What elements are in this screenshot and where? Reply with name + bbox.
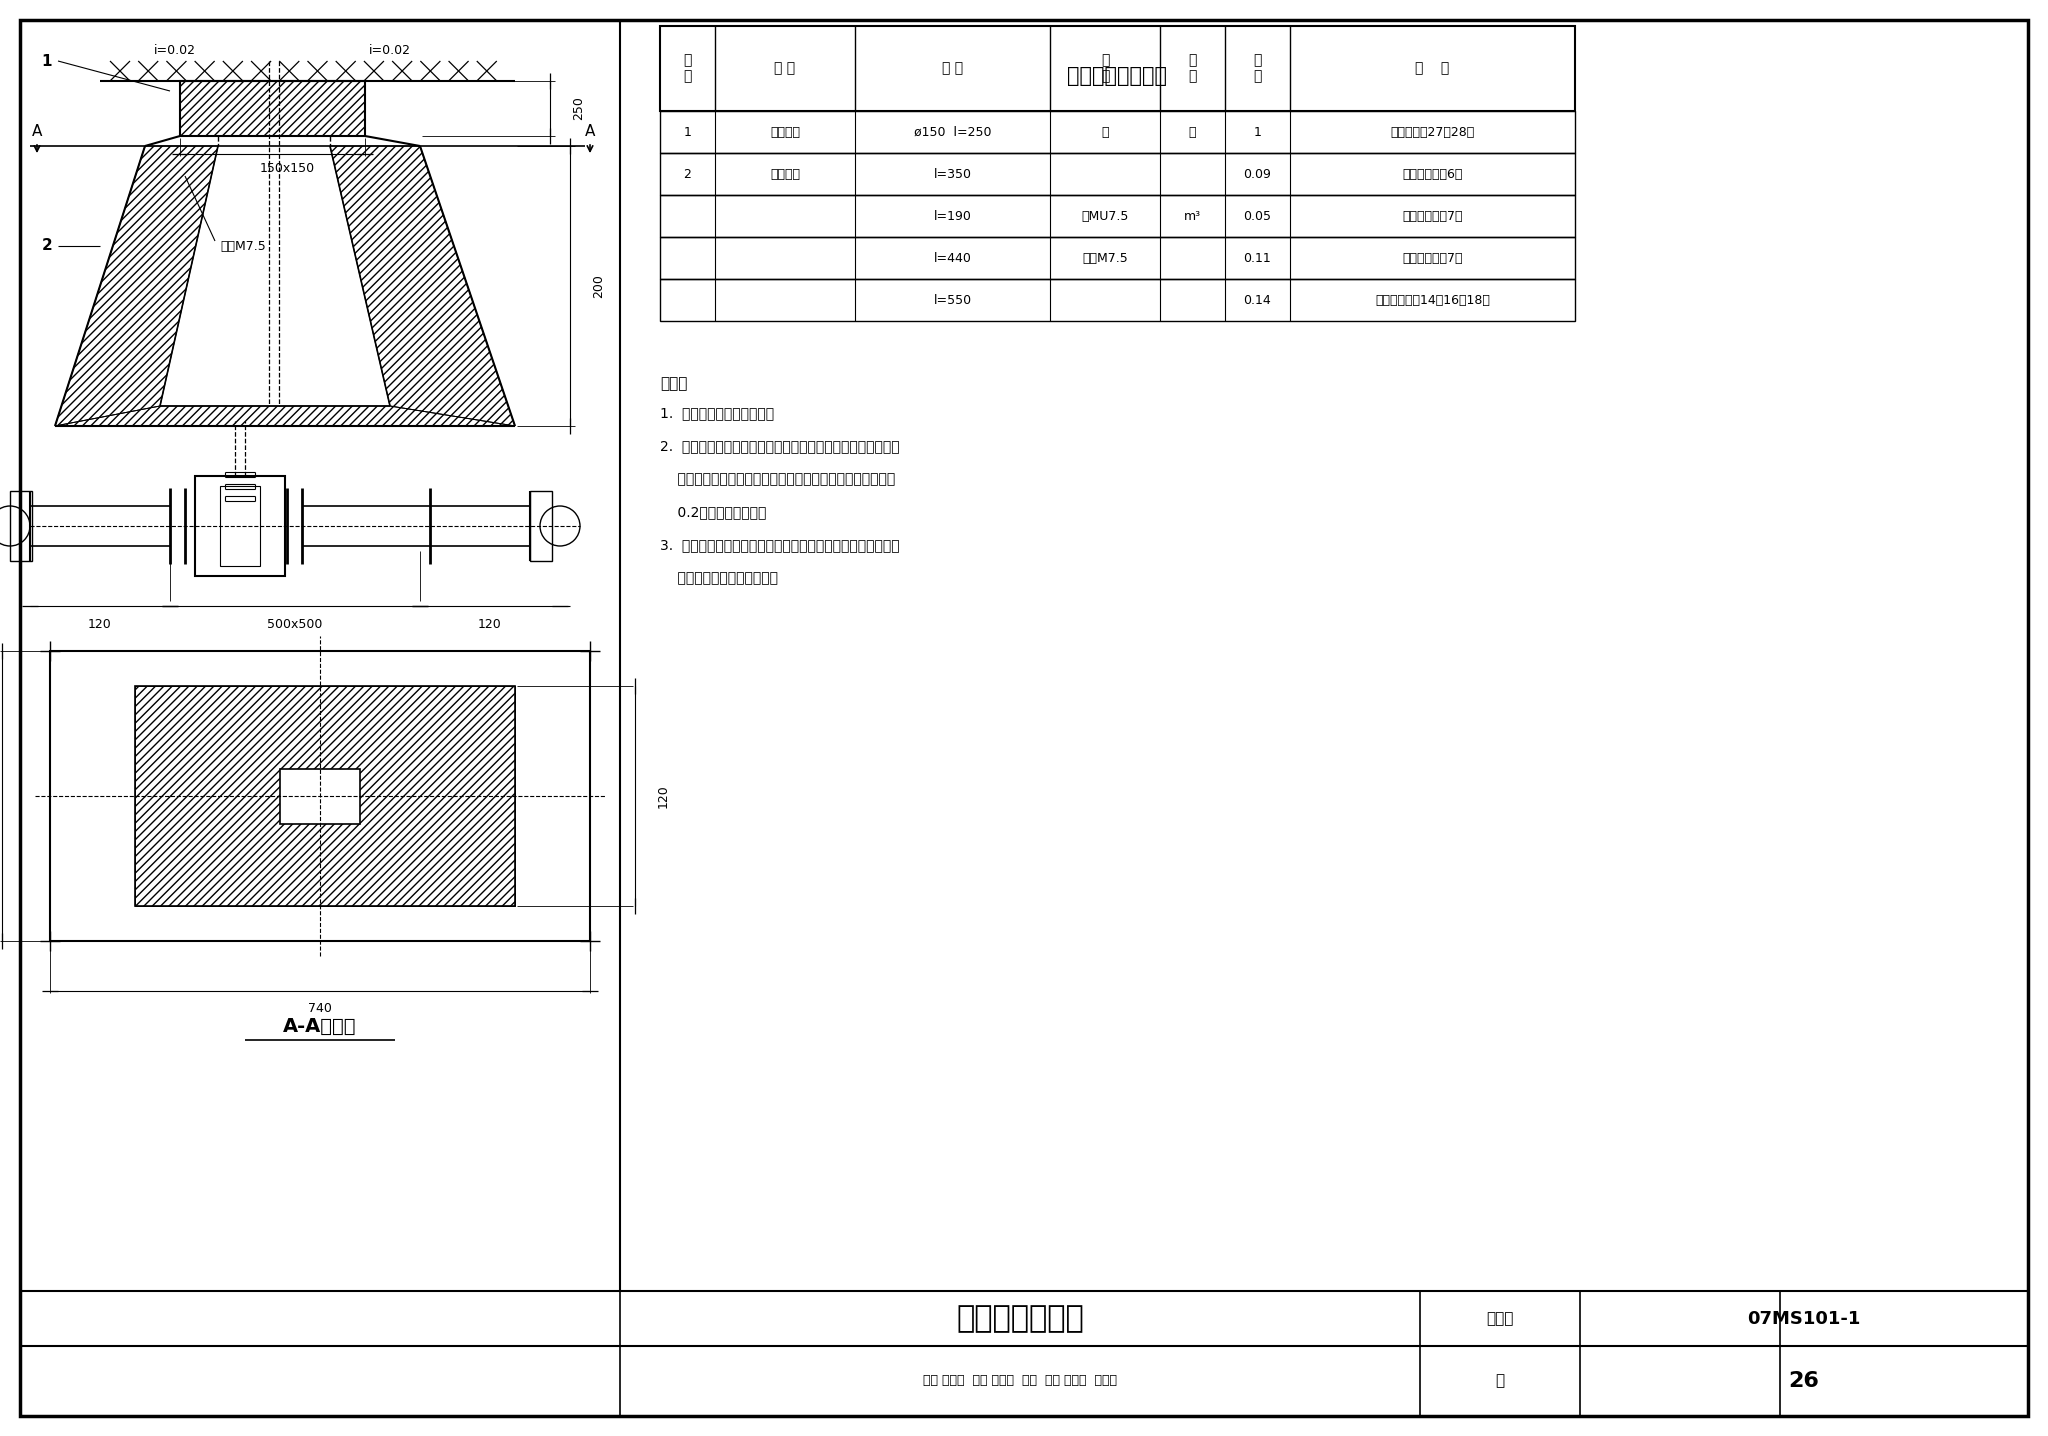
Text: l=440: l=440: [934, 251, 971, 264]
Bar: [530, 491, 553, 561]
Text: 用于本图集第6页: 用于本图集第6页: [1403, 168, 1462, 181]
Text: 砂浆M7.5: 砂浆M7.5: [219, 240, 266, 253]
Text: 用于本图集第7页: 用于本图集第7页: [1403, 251, 1462, 264]
Text: 200: 200: [592, 274, 604, 297]
Text: 编
号: 编 号: [684, 53, 692, 83]
Text: 石或粗砂夯实后砌筑砖体。: 石或粗砂夯实后砌筑砖体。: [659, 572, 778, 584]
Text: i=0.02: i=0.02: [154, 45, 197, 57]
Text: 主要设备及材料表: 主要设备及材料表: [1067, 66, 1167, 86]
Text: 2: 2: [684, 168, 692, 181]
Text: A: A: [586, 125, 596, 139]
Text: 砖砌井筒: 砖砌井筒: [770, 168, 801, 181]
Text: 说明：: 说明：: [659, 376, 688, 391]
Bar: [281, 768, 360, 823]
Text: A: A: [33, 125, 43, 139]
Text: 2: 2: [41, 238, 53, 254]
Text: i=0.02: i=0.02: [369, 45, 412, 57]
Text: 250: 250: [571, 96, 586, 121]
Bar: [659, 237, 1575, 279]
Text: 用于本图集第7页: 用于本图集第7页: [1403, 210, 1462, 223]
Bar: [135, 686, 514, 906]
Text: 150x150: 150x150: [260, 162, 315, 175]
Bar: [10, 491, 33, 561]
Text: 07MS101-1: 07MS101-1: [1747, 1310, 1862, 1327]
Text: 材
料: 材 料: [1102, 53, 1110, 83]
Bar: [659, 195, 1575, 237]
Text: 规 格: 规 格: [942, 62, 963, 76]
Text: 26: 26: [1788, 1371, 1819, 1391]
Text: 2.  闸阀埋入地下部分做防腐处理。应在阀体外壁和法兰接口涂: 2. 闸阀埋入地下部分做防腐处理。应在阀体外壁和法兰接口涂: [659, 439, 899, 452]
Text: 0.05: 0.05: [1243, 210, 1272, 223]
Bar: [195, 475, 285, 576]
Bar: [180, 80, 365, 136]
Text: 名 称: 名 称: [774, 62, 795, 76]
Text: －: －: [1102, 125, 1108, 138]
Text: 砂浆M7.5: 砂浆M7.5: [1081, 251, 1128, 264]
Text: 0.2厚塑料薄膜包严。: 0.2厚塑料薄膜包严。: [659, 505, 766, 518]
Text: 见本图集第27、28页: 见本图集第27、28页: [1391, 125, 1475, 138]
Text: 1: 1: [684, 125, 692, 138]
Text: 个: 个: [1188, 125, 1196, 138]
Text: 图集号: 图集号: [1487, 1311, 1513, 1325]
Bar: [135, 686, 514, 906]
Text: 500x500: 500x500: [268, 617, 324, 630]
Text: 备    注: 备 注: [1415, 62, 1450, 76]
Text: 120: 120: [477, 617, 502, 630]
Text: A-A平面图: A-A平面图: [283, 1017, 356, 1035]
Text: ø150  l=250: ø150 l=250: [913, 125, 991, 138]
Text: l=190: l=190: [934, 210, 971, 223]
Text: 0.11: 0.11: [1243, 251, 1272, 264]
Text: 闸阀套筒: 闸阀套筒: [770, 125, 801, 138]
Text: 用于本图集第14、16、18页: 用于本图集第14、16、18页: [1374, 293, 1491, 306]
Text: 740: 740: [307, 1002, 332, 1015]
Bar: [219, 485, 260, 566]
Bar: [659, 111, 1575, 154]
Text: 闸阀套筒安装图: 闸阀套筒安装图: [956, 1304, 1083, 1333]
Text: 单
位: 单 位: [1188, 53, 1196, 83]
Text: 1: 1: [1253, 125, 1262, 138]
Text: m³: m³: [1184, 210, 1200, 223]
Text: 3.  井筒外侧和闸阀周围土壤必须夯实，若遇不良土壤，需填碎: 3. 井筒外侧和闸阀周围土壤必须夯实，若遇不良土壤，需填碎: [659, 538, 899, 551]
Text: 审核 金学养  校对 韩振旺  审定  设计 刘小琳  刘小琳: 审核 金学养 校对 韩振旺 审定 设计 刘小琳 刘小琳: [924, 1374, 1116, 1387]
Text: 1.  启闸阀时采用专用工具。: 1. 启闸阀时采用专用工具。: [659, 406, 774, 419]
Text: 0.09: 0.09: [1243, 168, 1272, 181]
Text: 沥青冷底子油及热沥青各两道，在法兰接口用沥青麻布或用: 沥青冷底子油及热沥青各两道，在法兰接口用沥青麻布或用: [659, 472, 895, 485]
Text: 120: 120: [657, 784, 670, 808]
Bar: [659, 154, 1575, 195]
Text: 砖MU7.5: 砖MU7.5: [1081, 210, 1128, 223]
Text: l=550: l=550: [934, 293, 971, 306]
Text: l=350: l=350: [934, 168, 971, 181]
Text: 0.14: 0.14: [1243, 293, 1272, 306]
Bar: [659, 26, 1575, 111]
Text: 数
量: 数 量: [1253, 53, 1262, 83]
Bar: [49, 651, 590, 941]
Text: 120: 120: [88, 617, 113, 630]
Bar: [659, 279, 1575, 322]
Text: 页: 页: [1495, 1373, 1505, 1389]
Text: 1: 1: [41, 53, 53, 69]
Bar: [180, 80, 365, 136]
